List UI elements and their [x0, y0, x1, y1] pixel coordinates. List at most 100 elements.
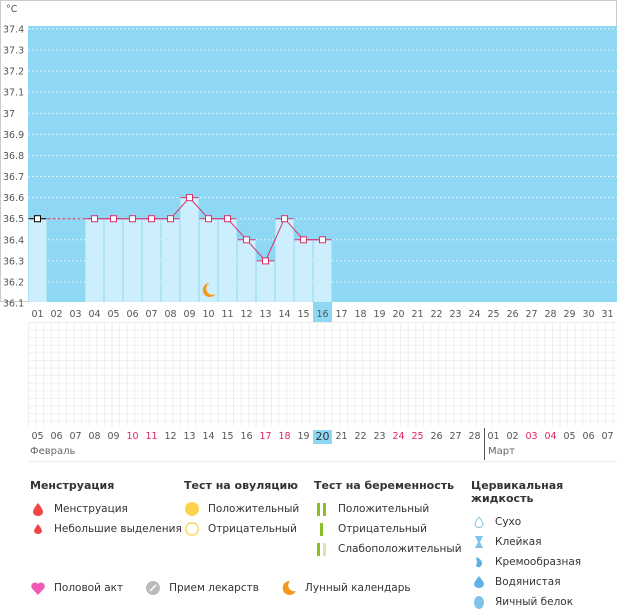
- y-tick-label: 37: [3, 109, 15, 120]
- temperature-line: [265, 218, 285, 262]
- legend-item: Отрицательный: [208, 523, 297, 535]
- date-label: 09: [107, 431, 120, 442]
- temperature-point: [281, 215, 288, 223]
- cycle-day-label: 26: [506, 309, 518, 320]
- date-label: 19: [297, 431, 310, 442]
- legend-item: Лунный календарь: [304, 582, 411, 594]
- date-label: 11: [145, 431, 158, 442]
- cycle-day-label: 12: [240, 309, 252, 320]
- date-label: 26: [430, 431, 443, 442]
- legend-item: Клейкая: [495, 536, 542, 548]
- cycle-day-label: 25: [487, 309, 499, 320]
- cycle-day-label: 27: [525, 309, 537, 320]
- legend-pregnancy: Тест на беременность Положительный Отриц…: [314, 479, 462, 559]
- temperature-point: [129, 215, 136, 223]
- cycle-day-label: 30: [582, 309, 594, 320]
- temperature-point: [205, 215, 212, 223]
- legend-item: Прием лекарств: [169, 582, 259, 594]
- filled-circle-icon: [184, 502, 200, 516]
- current-day-highlight: [313, 302, 332, 322]
- date-label: 10: [126, 431, 139, 442]
- legend-item: Небольшие выделения: [54, 523, 182, 535]
- date-label: 28: [468, 431, 481, 442]
- y-tick-label: 36.8: [3, 151, 24, 162]
- date-label: 25: [411, 431, 424, 442]
- cycle-day-label: 03: [69, 309, 81, 320]
- date-label: 04: [544, 431, 557, 442]
- cycle-day-label: 22: [430, 309, 442, 320]
- legend-item: Сухо: [495, 516, 522, 528]
- temperature-point: [110, 215, 117, 223]
- unit-label: °C: [6, 4, 18, 15]
- y-tick-label: 37.2: [3, 67, 24, 78]
- date-label: 23: [373, 431, 386, 442]
- month-separator: [484, 428, 485, 460]
- date-label: 15: [221, 431, 234, 442]
- date-row: 05 06 07 08 09 10 11 12 13 14 15 16 17 18 19 20 21 22 23 24…: [28, 430, 617, 446]
- legend-other: Половой акт Прием лекарств Лунный календ…: [30, 578, 411, 598]
- cycle-day-label: 19: [373, 309, 385, 320]
- cycle-day-label: 04: [88, 309, 100, 320]
- temperature-point: [91, 215, 98, 223]
- date-label: 22: [354, 431, 367, 442]
- empty-circle-icon: [184, 522, 200, 536]
- temperature-line: [170, 197, 190, 220]
- legend-menstruation: Менструация Менструация Небольшие выделе…: [30, 479, 182, 539]
- moon-icon: [281, 581, 297, 595]
- temperature-bar: [123, 218, 142, 302]
- temperature-point: [319, 236, 326, 244]
- temperature-bar: [218, 218, 237, 302]
- temperature-bar: [85, 218, 104, 302]
- watery-drop-icon: [471, 575, 487, 589]
- y-tick-label: 37.1: [3, 88, 24, 99]
- legend-item: Половой акт: [54, 582, 124, 594]
- temperature-point: [167, 215, 174, 223]
- legend-ovulation: Тест на овуляцию Положительный Отрицател…: [184, 479, 299, 539]
- date-label: 21: [335, 431, 348, 442]
- temperature-bar: [256, 260, 275, 302]
- legend-title: Тест на беременность: [314, 479, 455, 492]
- temperature-bar: [294, 239, 313, 302]
- one-line-icon: [314, 522, 330, 536]
- pill-icon: [145, 581, 161, 595]
- heart-icon: [30, 581, 46, 595]
- temperature-point: [148, 215, 155, 223]
- temperature-point: [34, 215, 41, 223]
- legend-item: Отрицательный: [338, 523, 427, 535]
- y-tick-label: 36.7: [3, 172, 24, 183]
- y-tick-label: 36.6: [3, 193, 24, 204]
- date-label: 24: [392, 431, 405, 442]
- legend-item: Менструация: [54, 503, 128, 515]
- empty-drop-icon: [471, 515, 487, 529]
- month-label-feb: Февраль: [30, 446, 76, 457]
- temperature-bar: [104, 218, 123, 302]
- cycle-day-label: 13: [259, 309, 271, 320]
- temperature-bar: [199, 218, 218, 302]
- egg-white-icon: [471, 595, 487, 609]
- temperature-bar: [161, 218, 180, 302]
- temperature-point: [300, 236, 307, 244]
- date-label: 08: [88, 431, 101, 442]
- date-label: 20: [313, 430, 332, 444]
- moon-icon: [202, 283, 216, 297]
- creamy-icon: [471, 555, 487, 569]
- symptoms-grid[interactable]: [28, 322, 617, 426]
- date-label: 01: [487, 431, 500, 442]
- y-tick-label: 36.1: [3, 299, 24, 310]
- cycle-day-label: 07: [145, 309, 157, 320]
- date-label: 07: [601, 431, 614, 442]
- cycle-day-label: 29: [563, 309, 575, 320]
- date-label: 05: [563, 431, 576, 442]
- y-tick-label: 36.2: [3, 277, 24, 288]
- date-label: 13: [183, 431, 196, 442]
- cycle-day-label: 05: [107, 309, 119, 320]
- temperature-line: [189, 197, 209, 220]
- two-lines-icon: [314, 502, 330, 516]
- temperature-bar: [142, 218, 161, 302]
- date-label: 02: [506, 431, 519, 442]
- y-tick-label: 36.5: [3, 214, 24, 225]
- cycle-day-label: 28: [544, 309, 556, 320]
- month-label-mar: Март: [488, 446, 515, 457]
- temperature-bar: [313, 239, 332, 302]
- legend-title: Цервикальная жидкость: [471, 479, 564, 505]
